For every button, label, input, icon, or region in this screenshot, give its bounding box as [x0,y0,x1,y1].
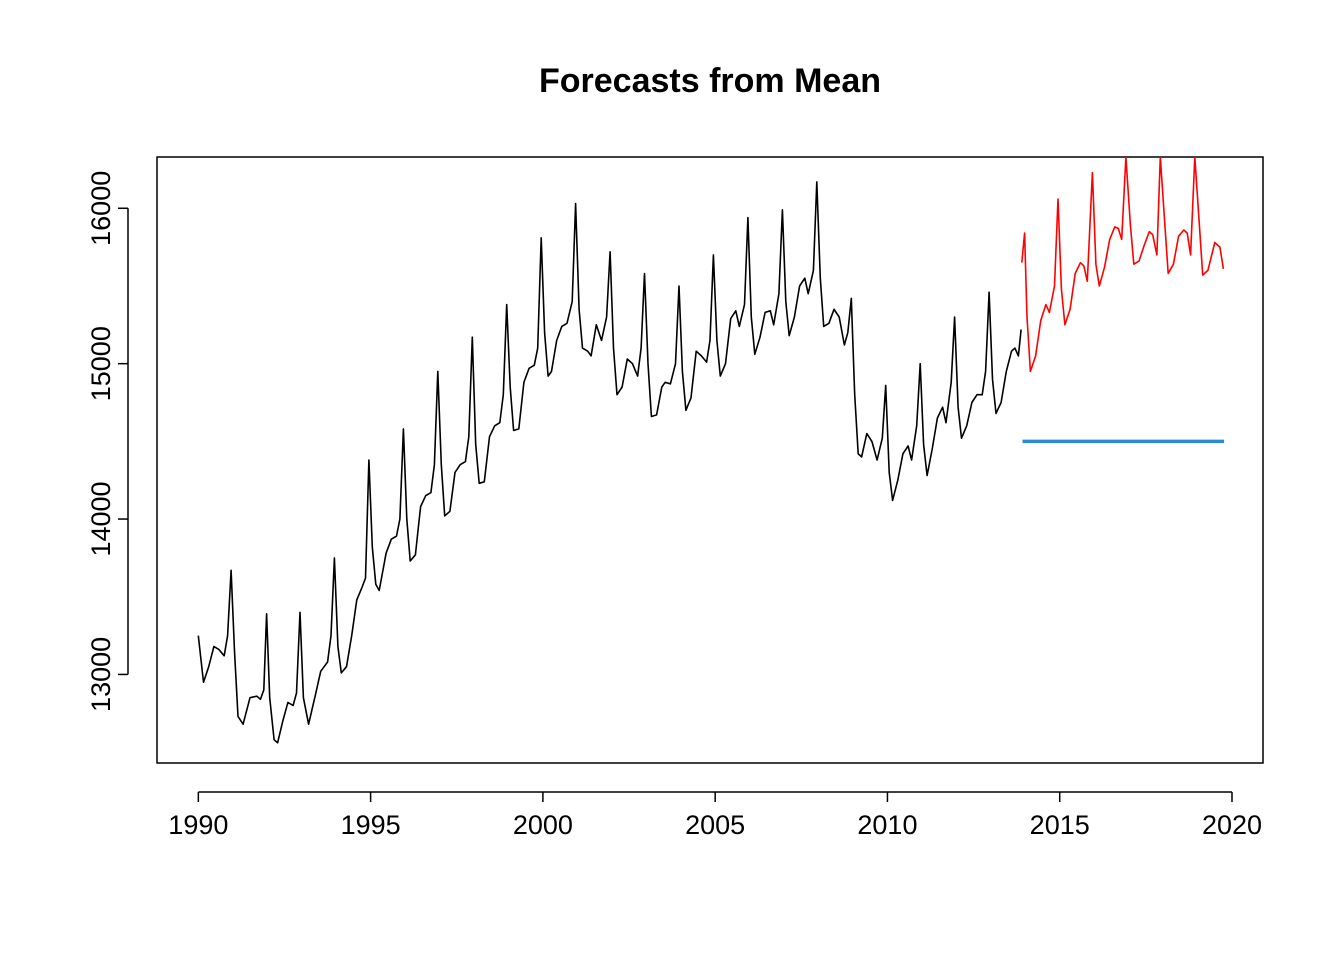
series-line-comparison [1021,157,1225,373]
x-tick-label: 2010 [857,810,917,840]
x-tick-label: 1990 [168,810,228,840]
y-tick-label: 15000 [86,326,116,401]
x-tick-label: 2000 [513,810,573,840]
x-tick-label: 1995 [341,810,401,840]
y-tick-label: 13000 [86,637,116,712]
x-axis: 1990 1995 2000 2005 2010 2015 2020 [168,791,1262,840]
plot-frame [156,156,1264,764]
series-layer [197,157,1225,744]
y-axis: 13000 14000 15000 16000 [86,171,129,712]
x-tick-label: 2020 [1202,810,1262,840]
y-tick-label: 14000 [86,481,116,556]
y-tick-label: 16000 [86,171,116,246]
chart-title: Forecasts from Mean [539,62,881,100]
x-tick-label: 2005 [685,810,745,840]
series-line-observed [197,181,1022,744]
x-tick-label: 2015 [1030,810,1090,840]
